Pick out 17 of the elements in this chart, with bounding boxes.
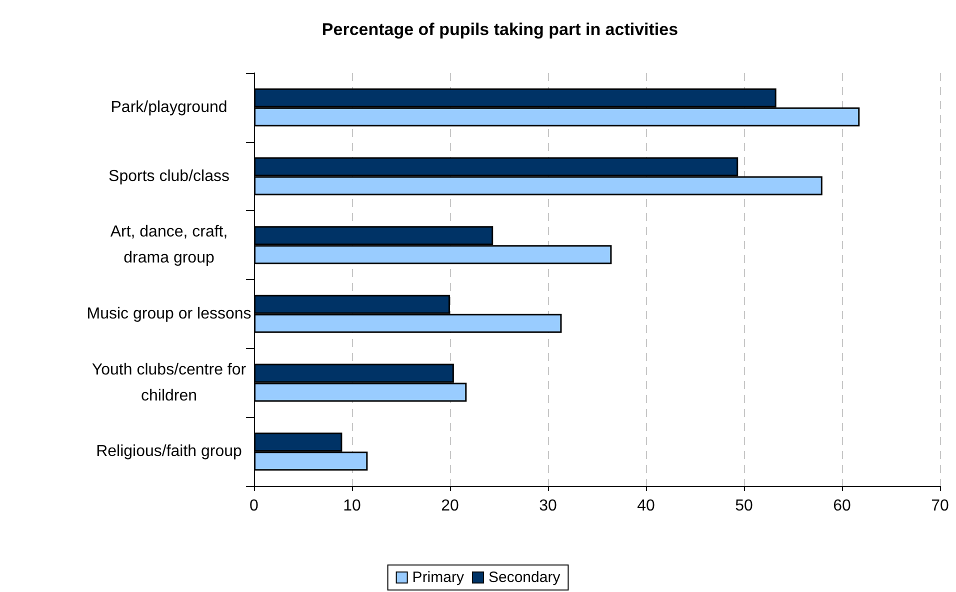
- legend-label: Primary: [412, 569, 464, 586]
- x-tick-label: 70: [931, 498, 949, 514]
- y-tick-label: Sports club/class: [108, 168, 230, 185]
- x-tick-label: 0: [250, 498, 259, 514]
- y-tick-label: Music group or lessons: [86, 305, 252, 322]
- x-tick-label: 10: [343, 498, 361, 514]
- x-tick-label: 60: [833, 498, 851, 514]
- y-tick-label: Art, dance, craft, drama group: [110, 224, 228, 267]
- y-tick-label: Youth clubs/centre for children: [92, 361, 247, 404]
- x-tick-label: 30: [539, 498, 557, 514]
- legend-label: Secondary: [488, 569, 561, 586]
- x-tick-label: 20: [441, 498, 459, 514]
- chart-title: Percentage of pupils taking part in activities: [322, 20, 678, 39]
- x-tick-label: 50: [735, 498, 753, 514]
- x-tick-label: 40: [637, 498, 655, 514]
- y-tick-label: Park/playground: [110, 98, 228, 116]
- y-tick-label: Religious/faith group: [96, 443, 242, 460]
